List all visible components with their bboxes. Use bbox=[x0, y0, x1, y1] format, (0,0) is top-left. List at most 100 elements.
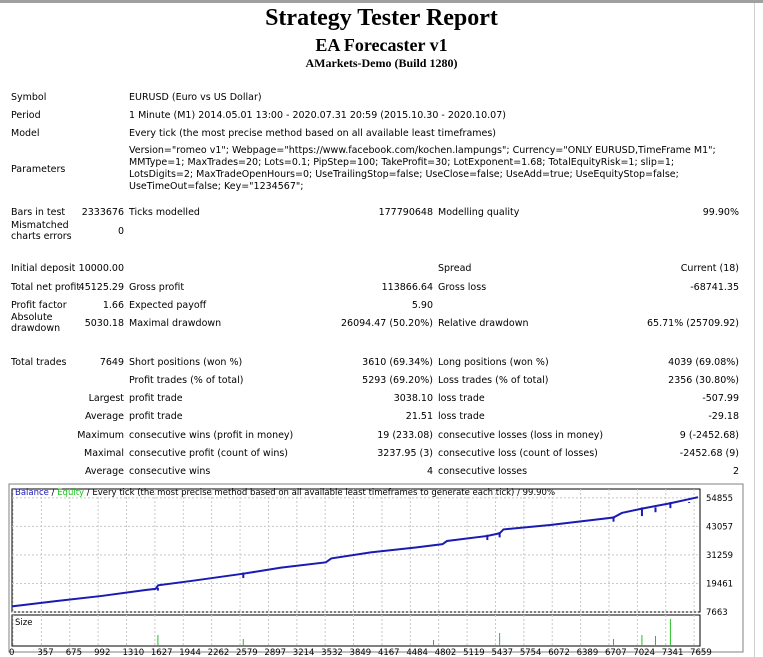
x-tick-label: 2579 bbox=[236, 648, 258, 657]
x-tick-label: 2262 bbox=[208, 648, 230, 657]
stat-label-3: consecutive losses (loss in money) bbox=[438, 430, 604, 441]
stat-value-2: 177790648 bbox=[378, 207, 433, 218]
stat-value: 10000.00 bbox=[78, 263, 124, 274]
x-tick-label: 6072 bbox=[548, 648, 570, 657]
stat-value-2: 113866.64 bbox=[381, 282, 433, 293]
report-title: Strategy Tester Report bbox=[265, 5, 498, 31]
stat-value-2: 5293 (69.20%) bbox=[362, 375, 433, 386]
stat-value-3: -507.99 bbox=[702, 393, 739, 404]
info-label: Model bbox=[11, 128, 40, 139]
stats-row: Maximum consecutive wins (profit in money… bbox=[0, 430, 763, 444]
stat-label-2: Profit trades (% of total) bbox=[129, 375, 244, 386]
x-tick-label: 675 bbox=[66, 648, 82, 657]
stat-value-3: 65.71% (25709.92) bbox=[647, 318, 739, 329]
server-build: AMarkets-Demo (Build 1280) bbox=[305, 56, 458, 70]
legend-equity: Equity bbox=[57, 488, 84, 498]
stat-label-2: Short positions (won %) bbox=[129, 357, 243, 368]
info-value: Every tick (the most precise method base… bbox=[129, 128, 497, 139]
chart-legend: Balance / Equity / Every tick (the most … bbox=[15, 488, 555, 498]
x-tick-label: 7024 bbox=[633, 648, 655, 657]
stats-row: Absolute drawdown 5030.18 Maximal drawdown… bbox=[0, 312, 763, 334]
stats-row: Initial deposit 10000.00 Spread Current (18… bbox=[0, 263, 763, 277]
stats-row: Profit trades (% of total) 5293 (69.20%) L… bbox=[0, 375, 763, 389]
y-tick-label: 31259 bbox=[706, 551, 733, 561]
stat-label-2: consecutive wins (profit in money) bbox=[129, 430, 294, 441]
stats-row: Profit factor 1.66 Expected payoff 5.90 bbox=[0, 300, 763, 314]
stats-row: Total net profit 45125.29 Gross profit 1138… bbox=[0, 282, 763, 296]
stat-label-3: Loss trades (% of total) bbox=[438, 375, 549, 386]
info-label: Parameters bbox=[11, 164, 66, 175]
info-label: Symbol bbox=[11, 92, 47, 103]
stat-value-2: 26094.47 (50.20%) bbox=[341, 318, 433, 329]
stat-label-3: Modelling quality bbox=[438, 207, 520, 218]
stat-value-3: Current (18) bbox=[680, 263, 739, 274]
y-tick-label: 7663 bbox=[706, 608, 728, 618]
stat-value-3: 2 bbox=[732, 466, 739, 477]
y-tick-label: 43057 bbox=[706, 522, 733, 532]
stats-row: Total trades 7649 Short positions (won %) 3… bbox=[0, 357, 763, 371]
x-tick-label: 6389 bbox=[577, 648, 599, 657]
x-tick-label: 4802 bbox=[435, 648, 457, 657]
stat-value-2: 3610 (69.34%) bbox=[362, 357, 433, 368]
stat-label-3: consecutive loss (count of losses) bbox=[438, 448, 598, 459]
stat-value: Maximum bbox=[77, 430, 124, 441]
stat-value: 7649 bbox=[99, 357, 124, 368]
stat-value-3: 9 (-2452.68) bbox=[679, 430, 739, 441]
x-tick-label: 5119 bbox=[463, 648, 485, 657]
stat-label-3: Relative drawdown bbox=[438, 318, 529, 329]
x-tick-label: 6707 bbox=[605, 648, 627, 657]
x-tick-label: 357 bbox=[37, 648, 53, 657]
legend-separator: / bbox=[49, 488, 57, 498]
stat-value: 1.66 bbox=[102, 300, 124, 311]
x-tick-label: 1944 bbox=[179, 648, 201, 657]
scrollbar-edge[interactable] bbox=[754, 3, 755, 657]
stats-row: Bars in test 2333676 Ticks modelled 1777906… bbox=[0, 207, 763, 221]
stat-value-3: 99.90% bbox=[702, 207, 739, 218]
stat-value: Maximal bbox=[84, 448, 124, 459]
stat-label-2: Ticks modelled bbox=[129, 207, 200, 218]
stat-value-2: 3237.95 (3) bbox=[377, 448, 433, 459]
stat-value-3: 2356 (30.80%) bbox=[668, 375, 739, 386]
stat-value: 45125.29 bbox=[78, 282, 124, 293]
stat-label-2: Expected payoff bbox=[129, 300, 207, 311]
stat-label-2: Maximal drawdown bbox=[129, 318, 222, 329]
balance-chart: 0 357 675 992 1310 1627 1944 2262 2579 2897 3214 35… bbox=[8, 483, 744, 657]
stat-label-2: consecutive wins bbox=[129, 466, 211, 477]
stats-row: Maximal consecutive profit (count of wins… bbox=[0, 448, 763, 462]
x-tick-label: 3532 bbox=[321, 648, 343, 657]
stat-label-2: profit trade bbox=[129, 411, 183, 422]
stat-value-2: 21.51 bbox=[405, 411, 433, 422]
stat-label-3: consecutive losses bbox=[438, 466, 528, 477]
legend-description: / Every tick (the most precise method ba… bbox=[84, 488, 555, 498]
stat-value: Average bbox=[84, 411, 124, 422]
x-tick-label: 1310 bbox=[123, 648, 145, 657]
stat-value-2: 3038.10 bbox=[393, 393, 433, 404]
stat-value-3: -2452.68 (9) bbox=[679, 448, 739, 459]
stat-value-2: 5.90 bbox=[411, 300, 433, 311]
stats-row: Average consecutive wins 4 consecutive loss… bbox=[0, 466, 763, 480]
stat-value: Average bbox=[84, 466, 124, 477]
x-tick-label: 1627 bbox=[151, 648, 173, 657]
balance-line bbox=[11, 496, 699, 608]
x-tick-label: 7659 bbox=[690, 648, 712, 657]
stat-label-3: Spread bbox=[438, 263, 472, 274]
x-tick-label: 992 bbox=[94, 648, 110, 657]
legend-balance: Balance bbox=[15, 488, 49, 498]
x-tick-label: 5437 bbox=[491, 648, 513, 657]
stat-value: 2333676 bbox=[81, 207, 124, 218]
stat-label-2: consecutive profit (count of wins) bbox=[129, 448, 289, 459]
stat-label: Profit factor bbox=[11, 300, 67, 311]
x-tick-label: 4167 bbox=[378, 648, 400, 657]
stat-value-2: 4 bbox=[426, 466, 433, 477]
top-border bbox=[0, 0, 763, 3]
stats-row: Average profit trade 21.51 loss trade -29.18 bbox=[0, 411, 763, 425]
stat-label-2: Gross profit bbox=[129, 282, 185, 293]
stat-value: Largest bbox=[88, 393, 124, 404]
x-tick-label: 7341 bbox=[662, 648, 684, 657]
info-value: Version="romeo v1"; Webpage="https://www… bbox=[129, 145, 716, 192]
stats-row: Mismatched charts errors 0 bbox=[0, 220, 763, 242]
x-tick-label: 4484 bbox=[406, 648, 428, 657]
info-value: 1 Minute (M1) 2014.05.01 13:00 - 2020.07… bbox=[129, 110, 506, 121]
size-label: Size bbox=[15, 618, 32, 628]
info-value: EURUSD (Euro vs US Dollar) bbox=[129, 92, 262, 103]
